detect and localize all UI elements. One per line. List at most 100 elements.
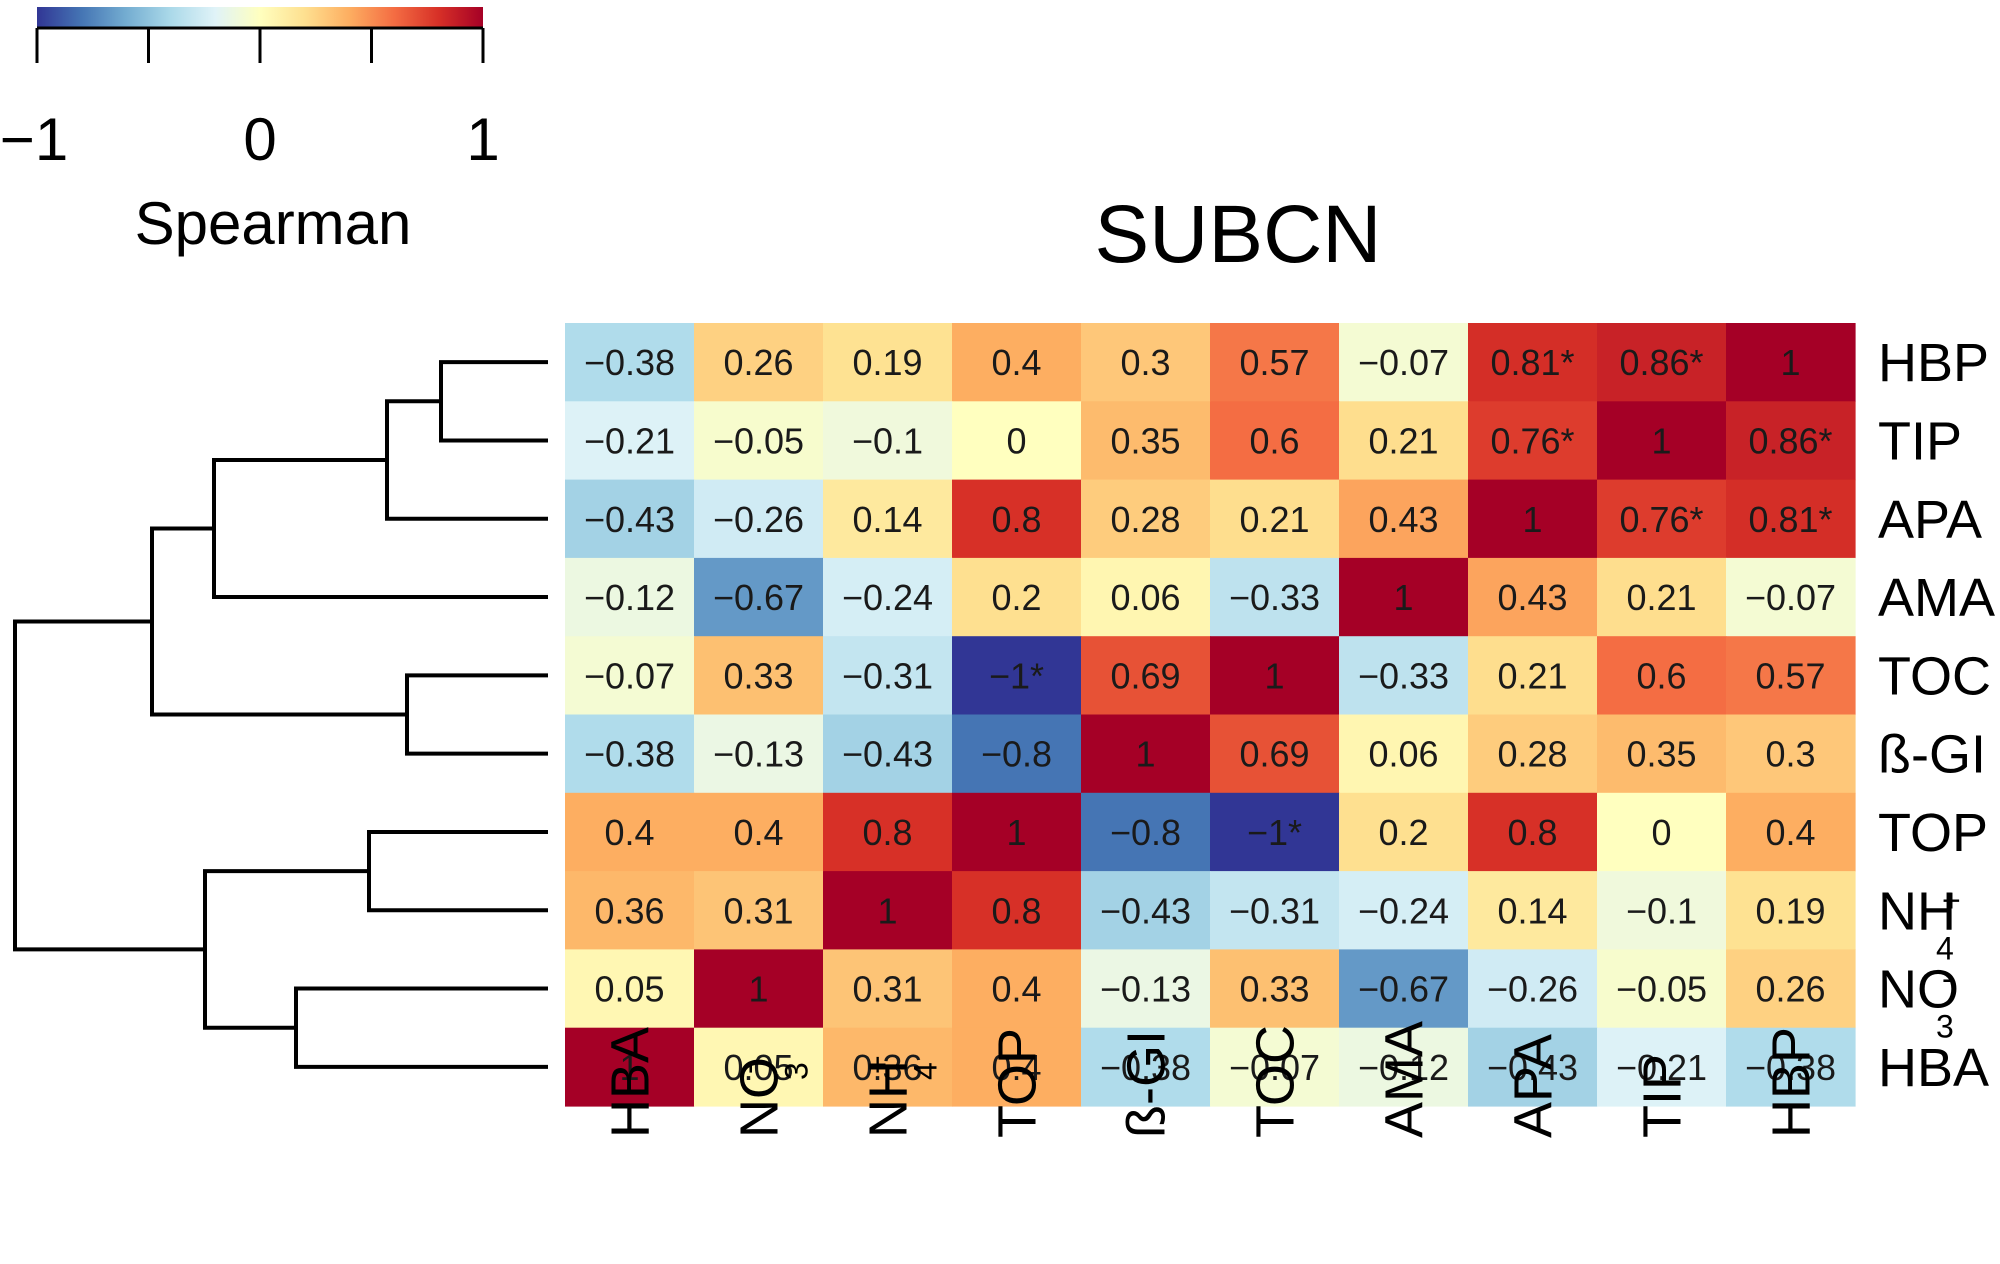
row-label: TIP	[1878, 411, 1962, 471]
cell-value-label: 0.81*	[1490, 342, 1574, 383]
heatmap-cell	[1081, 714, 1211, 794]
cell-value-label: −1*	[1247, 812, 1302, 853]
column-label: NO- 3	[730, 1057, 815, 1138]
cell-value-label: −0.12	[1358, 1047, 1449, 1088]
heatmap-cell	[1726, 949, 1856, 1029]
heatmap-cell	[1081, 323, 1211, 402]
dendrogram-branch	[150, 526, 407, 717]
colorbar-tick-label: −1	[0, 106, 68, 173]
cell-value-label: 0.43	[1497, 577, 1567, 618]
heatmap-cell	[823, 557, 953, 637]
cell-value-label: −0.24	[842, 577, 933, 618]
dendrogram-branch	[294, 986, 548, 1069]
cell-value-label: 0.21	[1626, 577, 1696, 618]
heatmap-cell	[1468, 792, 1598, 872]
heatmap-cell	[823, 714, 953, 794]
cell-value-label: 0.4	[991, 969, 1041, 1010]
heatmap-cell	[1468, 714, 1598, 794]
dendrogram-branch	[439, 360, 548, 443]
cell-value-label: 0.35	[1110, 420, 1180, 461]
cell-value-label: −0.13	[1100, 969, 1191, 1010]
cell-value-label: 0.26	[1755, 969, 1825, 1010]
cell-value-label: 0.57	[1755, 655, 1825, 696]
heatmap-cell	[565, 792, 695, 872]
cell-value-label: 0	[1651, 812, 1671, 853]
cell-value-label: 0.4	[1765, 812, 1815, 853]
heatmap-cell	[1597, 792, 1727, 872]
heatmap-cell	[1339, 1027, 1469, 1107]
row-label: HBA	[1878, 1038, 1989, 1098]
heatmap-cell	[1597, 949, 1727, 1029]
cell-value-label: 0.69	[1110, 655, 1180, 696]
row-label: AMA	[1878, 568, 1995, 628]
cell-value-label: 0.8	[1507, 812, 1557, 853]
colorbar-tick-label: 0	[243, 106, 276, 173]
colorbar-legend: −1 0 1 Spearman	[0, 7, 500, 257]
cell-value-label: 0.6	[1636, 655, 1686, 696]
cell-value-label: 0.19	[1755, 890, 1825, 931]
heatmap-cell	[1726, 1027, 1856, 1107]
cell-value-label: −0.38	[584, 734, 675, 775]
cell-value-label: 1	[1393, 577, 1413, 618]
cell-value-label: 0.35	[1626, 734, 1696, 775]
heatmap-cell	[565, 479, 695, 559]
cell-value-label: −0.07	[1745, 577, 1836, 618]
row-label: NO-3	[1878, 960, 1959, 1045]
cell-value-label: −0.1	[1626, 890, 1697, 931]
cell-value-label: 0.36	[852, 1047, 922, 1088]
cell-value-label: −0.8	[981, 734, 1052, 775]
heatmap-cell	[694, 401, 824, 481]
heatmap-cell	[565, 1027, 695, 1107]
heatmap-cell	[1339, 401, 1469, 481]
heatmap-cell	[952, 323, 1082, 402]
heatmap-cell	[1597, 401, 1727, 481]
heatmap-cell	[694, 557, 824, 637]
heatmap-cell	[1339, 949, 1469, 1029]
row-label: APA	[1878, 490, 1982, 550]
heatmap-cell	[1210, 871, 1340, 950]
heatmap-cell	[1081, 557, 1211, 637]
heatmap-cell	[1210, 1027, 1340, 1107]
cell-value-label: 0.14	[852, 499, 922, 540]
cell-value-label: −0.07	[584, 655, 675, 696]
heatmap-cell	[1597, 557, 1727, 637]
heatmap-cell	[1726, 792, 1856, 872]
heatmap-cell	[1081, 792, 1211, 872]
cell-value-label: −0.43	[1100, 890, 1191, 931]
heatmap-cell	[1468, 479, 1598, 559]
heatmap-cell	[823, 1027, 953, 1107]
heatmap-cell	[1339, 792, 1469, 872]
heatmap-cell	[823, 792, 953, 872]
cell-value-label: 0.26	[723, 342, 793, 383]
cell-value-label: −0.33	[1229, 577, 1320, 618]
cell-value-label: −0.43	[1487, 1047, 1578, 1088]
colorbar-label: Spearman	[135, 190, 412, 257]
heatmap-cell	[1210, 557, 1340, 637]
cell-value-label: 1	[748, 969, 768, 1010]
dendrogram-branch	[367, 829, 548, 913]
heatmap-cell	[1597, 479, 1727, 559]
cell-value-label: 0.05	[723, 1047, 793, 1088]
cell-value-label: 1	[1006, 812, 1026, 853]
heatmap-cell	[952, 714, 1082, 794]
heatmap-cell	[823, 871, 953, 950]
row-label: TOC	[1878, 646, 1991, 706]
column-label: HBA	[601, 1027, 661, 1138]
cell-value-label: −0.07	[1229, 1047, 1320, 1088]
cell-value-label: −0.12	[584, 577, 675, 618]
cell-value-label: 0.8	[991, 499, 1041, 540]
cell-value-label: −0.38	[1100, 1047, 1191, 1088]
heatmap-cell	[952, 401, 1082, 481]
cell-value-label: 1	[1651, 420, 1671, 461]
heatmap-cell	[694, 714, 824, 794]
cell-value-label: −0.38	[1745, 1047, 1836, 1088]
heatmap-cell	[952, 949, 1082, 1029]
heatmap-cell	[1468, 949, 1598, 1029]
cell-value-label: 0.4	[733, 812, 783, 853]
colorbar-tick-label: 1	[466, 106, 499, 173]
row-label: NH+ 4	[1878, 881, 1961, 966]
row-label: TOP	[1878, 803, 1988, 863]
cell-value-label: 0.36	[594, 890, 664, 931]
cell-value-label: 1	[1522, 499, 1542, 540]
heatmap-cell	[1597, 1027, 1727, 1107]
